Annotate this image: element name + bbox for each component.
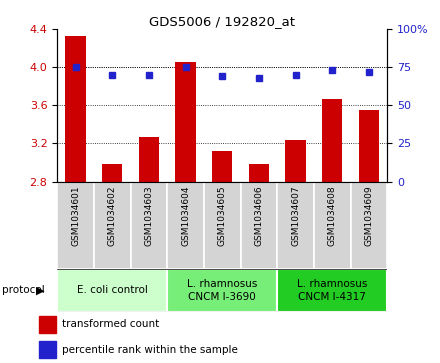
Text: GSM1034606: GSM1034606 <box>254 186 264 246</box>
Bar <box>57 182 94 269</box>
Text: ▶: ▶ <box>36 285 44 295</box>
Text: protocol: protocol <box>2 285 45 295</box>
Bar <box>286 139 306 182</box>
Bar <box>139 137 159 182</box>
Bar <box>314 182 351 269</box>
Bar <box>94 182 131 269</box>
Bar <box>249 164 269 182</box>
Bar <box>167 269 277 312</box>
Text: GSM1034601: GSM1034601 <box>71 186 80 246</box>
Bar <box>277 182 314 269</box>
Text: GSM1034609: GSM1034609 <box>364 186 374 246</box>
Bar <box>176 62 196 182</box>
Bar <box>57 269 167 312</box>
Text: transformed count: transformed count <box>62 319 160 329</box>
Text: GSM1034607: GSM1034607 <box>291 186 300 246</box>
Bar <box>102 164 122 182</box>
Text: GSM1034604: GSM1034604 <box>181 186 190 246</box>
Bar <box>131 182 167 269</box>
Text: GSM1034605: GSM1034605 <box>218 186 227 246</box>
Bar <box>39 316 56 333</box>
Text: L. rhamnosus
CNCM I-4317: L. rhamnosus CNCM I-4317 <box>297 279 367 302</box>
Text: GSM1034602: GSM1034602 <box>108 186 117 246</box>
Bar <box>39 341 56 358</box>
Text: percentile rank within the sample: percentile rank within the sample <box>62 345 238 355</box>
Text: L. rhamnosus
CNCM I-3690: L. rhamnosus CNCM I-3690 <box>187 279 257 302</box>
Text: GSM1034603: GSM1034603 <box>144 186 154 246</box>
Bar <box>359 110 379 182</box>
Bar <box>167 182 204 269</box>
Bar <box>204 182 241 269</box>
Bar <box>212 151 232 182</box>
Bar <box>241 182 277 269</box>
Text: E. coli control: E. coli control <box>77 285 148 295</box>
Title: GDS5006 / 192820_at: GDS5006 / 192820_at <box>149 15 295 28</box>
Bar <box>277 269 387 312</box>
Bar <box>66 36 86 182</box>
Bar <box>322 99 342 182</box>
Text: GSM1034608: GSM1034608 <box>328 186 337 246</box>
Bar <box>351 182 387 269</box>
